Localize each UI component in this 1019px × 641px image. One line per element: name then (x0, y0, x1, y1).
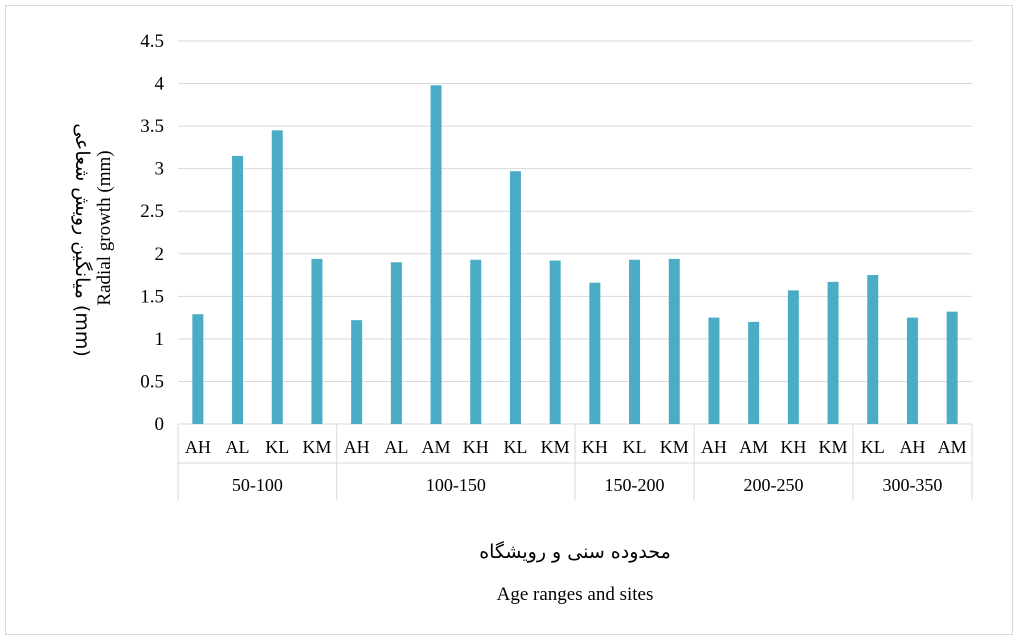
x-category-label: KL (265, 437, 289, 457)
x-axis-label-persian: محدوده سنی و رویشگاه (479, 540, 671, 563)
x-category-label: KL (623, 437, 647, 457)
bar (946, 311, 958, 424)
y-tick-label: 2 (155, 244, 165, 265)
bar (589, 282, 601, 424)
x-category-label: KL (503, 437, 527, 457)
y-tick-label: 0 (155, 414, 165, 435)
x-group-label: 300-350 (882, 475, 942, 495)
bar (787, 290, 799, 424)
x-category-label: AL (384, 437, 408, 457)
bar (668, 258, 680, 424)
y-tick-label: 3 (155, 159, 165, 180)
bar (271, 130, 283, 424)
x-category-label: KM (660, 437, 689, 457)
y-tick-label: 2.5 (140, 201, 164, 222)
y-tick-label: 3.5 (140, 116, 164, 137)
y-tick-labels: 0 0.5 1 1.5 2 2.5 3 3.5 4 4.5 (140, 31, 164, 435)
x-category-label: KM (819, 437, 848, 457)
x-category-label: KL (861, 437, 885, 457)
x-group-label: 200-250 (744, 475, 804, 495)
y-tick-label: 4.5 (140, 31, 164, 52)
x-category-label: AH (899, 437, 925, 457)
y-axis-label-persian: میانگین رویش شعاعی (mm) (71, 123, 94, 357)
x-category-label: AM (739, 437, 768, 457)
bars (192, 85, 958, 424)
bar (311, 258, 323, 424)
chart-frame (5, 5, 1013, 635)
x-category-label: AM (938, 437, 967, 457)
gridlines (177, 40, 973, 500)
x-group-labels: 50-100 100-150 150-200 200-250 300-350 (232, 475, 943, 495)
bar (906, 317, 918, 424)
bar (390, 262, 402, 424)
y-tick-label: 1 (155, 329, 165, 350)
x-group-label: 100-150 (426, 475, 486, 495)
y-tick-label: 4 (155, 74, 165, 95)
bar (748, 321, 760, 424)
x-category-label: AH (185, 437, 211, 457)
x-category-label: KH (780, 437, 806, 457)
x-category-label: AH (344, 437, 370, 457)
x-category-labels: AH AL KL KM AH AL AM KH KL KM KH KL KM AH AM KH KM KL AH AM (185, 437, 967, 457)
y-tick-label: 0.5 (140, 371, 164, 392)
bar (629, 259, 641, 424)
bar (549, 260, 561, 424)
x-category-label: KH (463, 437, 489, 457)
bar (430, 85, 442, 424)
bar (351, 320, 363, 424)
x-group-label: 50-100 (232, 475, 283, 495)
bar (509, 171, 521, 424)
x-category-label: KM (541, 437, 570, 457)
bar (827, 281, 839, 424)
bar (867, 275, 879, 424)
x-axis-label-english: Age ranges and sites (497, 584, 654, 605)
bar (470, 259, 482, 424)
x-category-label: AL (226, 437, 250, 457)
bar (232, 155, 244, 424)
x-group-label: 150-200 (605, 475, 665, 495)
x-category-label: AM (422, 437, 451, 457)
x-category-label: KM (302, 437, 331, 457)
y-tick-label: 1.5 (140, 286, 164, 307)
bar (708, 317, 720, 424)
x-category-label: AH (701, 437, 727, 457)
y-axis-label-english: Radial growth (mm) (94, 150, 115, 305)
bar (192, 314, 204, 424)
x-category-label: KH (582, 437, 608, 457)
